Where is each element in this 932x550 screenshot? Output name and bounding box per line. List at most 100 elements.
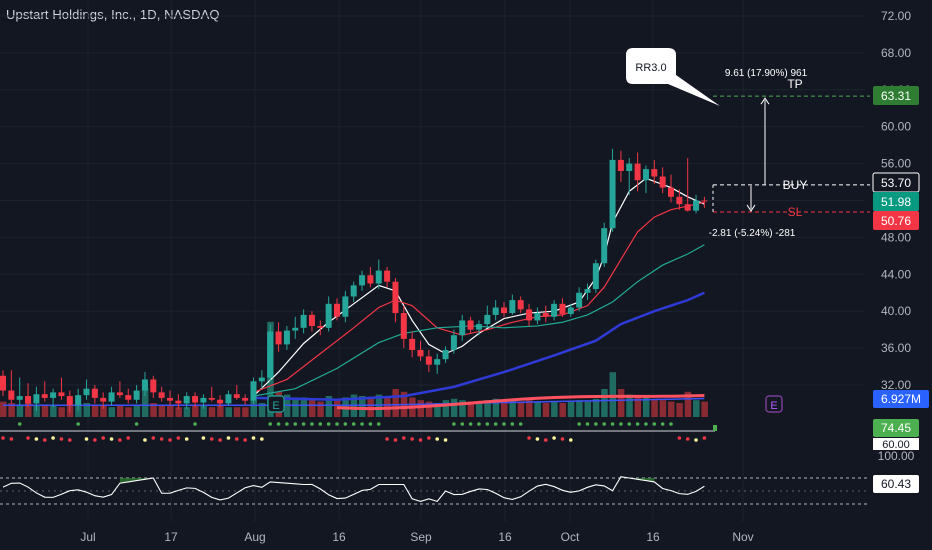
candle-body	[308, 314, 315, 326]
osc-dot	[694, 438, 698, 442]
osc-dot	[201, 436, 206, 440]
candle-body	[175, 400, 182, 404]
volume-bar	[0, 401, 7, 417]
candle-body	[41, 394, 48, 398]
volume-bar	[41, 404, 49, 417]
osc-dot	[184, 437, 189, 441]
svg-text:50.76: 50.76	[881, 214, 911, 228]
osc-dot	[485, 422, 490, 426]
volume-bar	[317, 401, 324, 417]
ma-line-fast	[253, 177, 705, 397]
volume-bar	[125, 407, 132, 417]
candle-body	[267, 331, 274, 378]
price-tick-label: 36.00	[881, 341, 911, 355]
osc-dot	[9, 437, 14, 441]
price-tick-label: 32.00	[881, 378, 911, 392]
tp-label: TP	[787, 77, 802, 91]
candle-body	[225, 394, 232, 404]
price-tick-label: 48.00	[881, 230, 911, 244]
time-tick-label: Aug	[244, 530, 265, 544]
osc-dot	[118, 438, 122, 442]
osc-dot	[268, 422, 273, 426]
candle-body	[659, 176, 666, 188]
candle-body	[559, 303, 566, 314]
rr-callout[interactable]: RR3.0	[626, 48, 720, 106]
volume-bar	[442, 400, 450, 417]
candle-body	[317, 325, 324, 328]
osc-dot	[51, 436, 55, 440]
candle-body	[375, 270, 382, 284]
volume-bar	[158, 405, 166, 417]
volume-tag: 6.927M	[873, 390, 929, 408]
osc-dot	[410, 437, 414, 441]
osc-dot	[652, 422, 657, 426]
volume-bar	[225, 407, 232, 417]
candle-body	[208, 397, 215, 400]
price-tick-label: 72.00	[881, 9, 911, 23]
candle-body	[250, 381, 257, 401]
osc-dot	[543, 438, 548, 442]
candlesticks	[0, 148, 708, 413]
volume-bar	[359, 396, 366, 417]
volume-bar	[167, 405, 174, 417]
osc-dot	[226, 436, 231, 440]
rsi-mid-tag-bg	[873, 438, 919, 450]
volume-bar	[325, 396, 333, 417]
volume-bar	[16, 404, 24, 417]
sl-arrowhead	[746, 204, 756, 212]
ma-line-mid	[253, 201, 705, 393]
osc-dot	[669, 422, 673, 426]
volume-bar	[567, 401, 575, 417]
rsi-tag: 60.43	[873, 475, 919, 493]
candle-body	[367, 275, 374, 284]
volume-bar	[509, 398, 516, 417]
candle-body	[467, 320, 474, 330]
candle-body	[684, 204, 691, 211]
osc-dot	[560, 437, 565, 441]
chart-grid	[0, 0, 865, 522]
buy-label: BUY	[783, 178, 808, 192]
candle-body	[242, 397, 249, 401]
volume-bar	[200, 405, 207, 417]
osc-dot	[619, 422, 623, 426]
volume-bar	[693, 400, 700, 417]
svg-text:51.98: 51.98	[881, 195, 911, 209]
candle-body	[25, 396, 32, 404]
candle-body	[576, 292, 583, 308]
osc-dot	[468, 422, 473, 426]
volume-bar	[175, 407, 182, 417]
candle-body	[592, 263, 599, 290]
ma-line-long	[253, 291, 705, 402]
svg-text:63.31: 63.31	[881, 89, 911, 103]
candle-body	[108, 392, 115, 402]
earnings-marker[interactable]: E	[267, 395, 285, 413]
volume-bar	[91, 404, 99, 417]
time-tick-label: Jul	[80, 530, 95, 544]
osc-dot	[518, 422, 523, 426]
volume-bar	[626, 394, 633, 417]
osc-dot	[418, 438, 423, 442]
candle-body	[450, 335, 457, 350]
earnings-marker-upcoming[interactable]: E	[765, 395, 783, 413]
osc-dot	[218, 438, 222, 442]
candle-body	[158, 392, 165, 398]
candle-body	[334, 303, 340, 317]
volume-bar	[642, 397, 650, 417]
sl-info-label: -2.81 (-5.24%) -281	[709, 228, 796, 239]
rsi-axis-high: 100.00	[878, 449, 915, 463]
candle-body	[58, 392, 65, 397]
oscillator-tag: 74.45	[873, 419, 919, 437]
osc-dot	[635, 422, 640, 426]
osc-dot	[493, 422, 498, 426]
candle-body	[141, 379, 148, 391]
price-tick-label: 60.00	[881, 120, 911, 134]
osc-dot	[168, 438, 172, 442]
osc-dot	[93, 438, 97, 442]
volume-bar	[584, 401, 591, 417]
osc-dot	[577, 422, 581, 426]
volume-bar	[542, 403, 550, 417]
candle-body	[626, 163, 633, 171]
candle-body	[617, 159, 624, 171]
